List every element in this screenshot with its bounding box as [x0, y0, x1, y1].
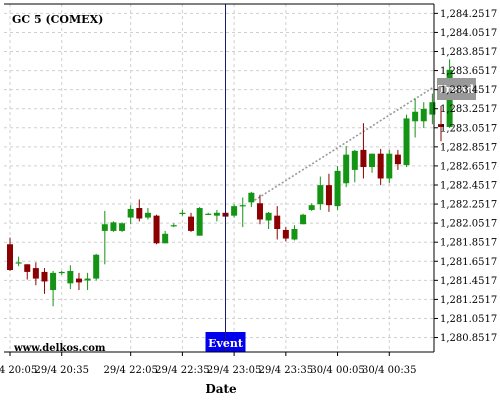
candle-body-down	[153, 215, 160, 244]
candle-body-up	[58, 271, 65, 274]
y-axis-ticks: 1,284.2517 1,284.0517 1,283.8517 1,283.6517…	[434, 9, 497, 344]
y-tick-label: 1,284.2517	[440, 9, 497, 20]
candle-body-down	[7, 244, 13, 271]
candle-body-up	[334, 170, 341, 207]
candle-body-up	[15, 262, 22, 264]
candle-body-up	[386, 153, 393, 179]
y-tick-label: 1,283.2517	[440, 104, 497, 115]
y-tick-label: 1,281.0517	[440, 314, 497, 325]
x-tick-label: 30/4 00:05	[310, 365, 364, 376]
chart-title: GC 5 (COMEX)	[12, 13, 103, 26]
y-tick-label: 1,281.6517	[440, 257, 497, 268]
candle-body-down	[24, 264, 31, 272]
trend-tag-background	[437, 78, 476, 100]
candle-body-up	[265, 212, 272, 221]
y-tick-label: 1,283.0517	[440, 123, 497, 134]
y-tick-label: 1,283.6517	[440, 66, 497, 77]
y-tick-label: 1,282.2517	[440, 200, 497, 211]
candle-body-down	[282, 229, 289, 239]
x-tick-label: 29/4 22:35	[155, 365, 209, 376]
candle-body-down	[394, 154, 401, 165]
candle-body-up	[403, 118, 410, 166]
y-tick-label: 1,282.6517	[440, 161, 497, 172]
candle-body-down	[188, 216, 195, 231]
candle-body-up	[110, 222, 117, 231]
candle-body-down	[75, 278, 82, 283]
candle-body-up	[248, 192, 255, 203]
y-tick-label: 1,281.4517	[440, 276, 497, 287]
candle-body-up	[231, 206, 238, 216]
candle-body-down	[377, 153, 384, 179]
x-tick-label: 29/4 23:35	[259, 365, 313, 376]
candle-body-down	[32, 268, 39, 279]
candle-body-up	[420, 108, 427, 122]
x-tick-label: 29/4 22:05	[103, 365, 157, 376]
candle-body-up	[101, 224, 108, 231]
x-tick-label: 29/4 20:05	[0, 365, 37, 376]
candle-body-up	[213, 212, 220, 216]
candle-body-down	[274, 215, 281, 230]
plot-background	[4, 4, 434, 352]
y-tick-label: 1,284.0517	[440, 28, 497, 39]
candle-body-up	[179, 212, 186, 214]
candle-body-up	[67, 270, 74, 284]
candle-body-up	[127, 208, 134, 218]
candle-body-up	[351, 150, 358, 170]
candle-body-down	[360, 149, 367, 168]
candle-body-up	[429, 102, 436, 115]
candle-body-up	[84, 278, 91, 281]
event-tag: Event	[208, 337, 244, 350]
candle-body-down	[325, 185, 332, 206]
candle-body-up	[239, 205, 246, 207]
candle-body-up	[291, 229, 298, 240]
candle-body-up	[317, 185, 324, 205]
candle-body-up	[412, 111, 419, 122]
event-marker-group: Event	[205, 4, 246, 352]
y-tick-label: 1,281.2517	[440, 295, 497, 306]
candle-body-up	[119, 223, 126, 231]
candle-body-up	[205, 213, 212, 215]
x-axis-label: Date	[205, 382, 237, 396]
y-tick-label: 1,280.8517	[440, 333, 497, 344]
candle-body-up	[196, 208, 203, 236]
y-tick-label: 1,283.8517	[440, 47, 497, 58]
candle-body-down	[438, 124, 444, 127]
trend-tag: Trend	[438, 83, 474, 96]
candle-body-down	[136, 208, 143, 219]
candle-body-up	[50, 272, 57, 291]
y-tick-label: 1,282.0517	[440, 219, 497, 230]
y-tick-label: 1,283.4517	[440, 85, 497, 96]
y-tick-label: 1,282.8517	[440, 142, 497, 153]
candle-body-up	[343, 154, 350, 184]
candle-body-up	[170, 225, 177, 227]
x-tick-label: 29/4 20:35	[34, 365, 88, 376]
watermark: www.delkos.com	[13, 343, 106, 354]
candle-body-up	[93, 254, 100, 279]
x-tick-label: 29/4 23:05	[207, 365, 261, 376]
candle-body-up	[369, 153, 376, 168]
candle-body-up	[308, 205, 315, 210]
candle-body-down	[41, 271, 48, 282]
y-tick-label: 1,281.8517	[440, 238, 497, 249]
trend-tag-group: Trend	[437, 78, 476, 100]
y-tick-label: 1,282.4517	[440, 180, 497, 191]
candle-body-up	[162, 233, 169, 244]
x-tick-label: 30/4 00:35	[362, 365, 416, 376]
candle-body-down	[256, 203, 263, 220]
candle-body-up	[144, 212, 151, 218]
candle-body-up	[300, 214, 307, 225]
